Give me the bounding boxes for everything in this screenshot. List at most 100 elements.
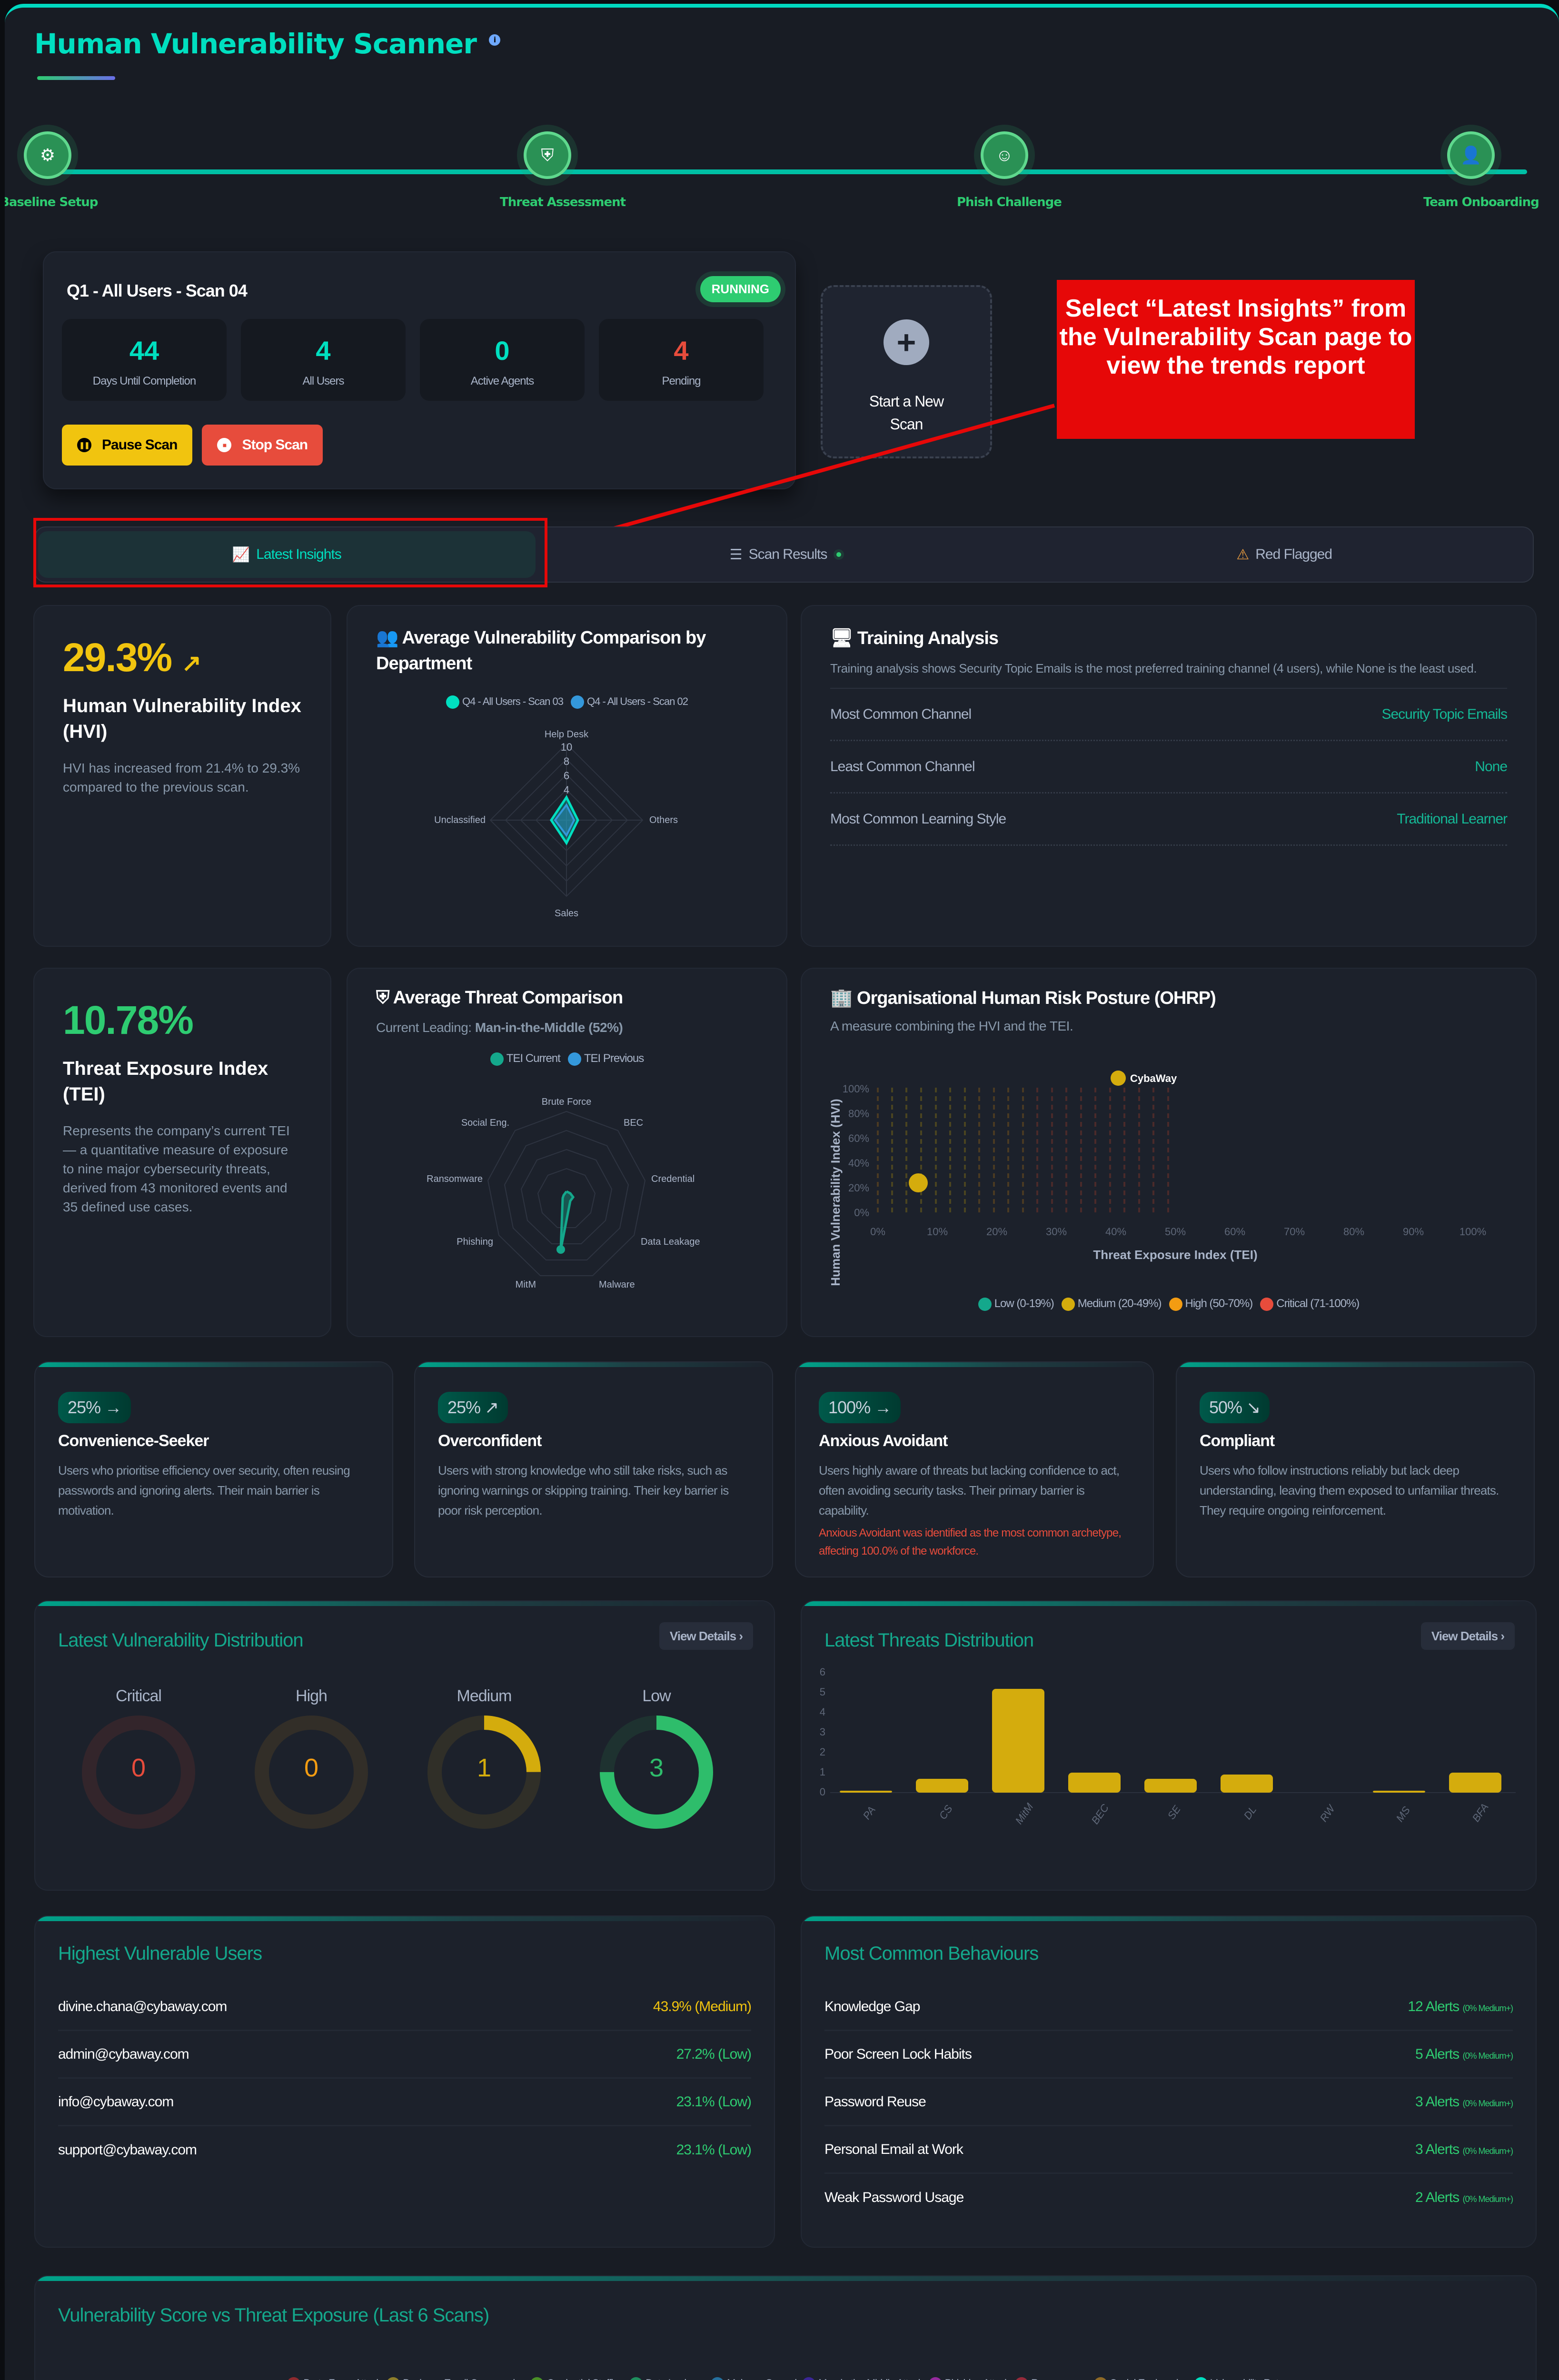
svg-text:Threat Exposure Index (TEI): Threat Exposure Index (TEI): [1093, 1248, 1257, 1262]
common-behaviours-card: Most Common Behaviours Knowledge Gap 12 A…: [801, 1915, 1537, 2248]
svg-text:0%: 0%: [870, 1226, 885, 1238]
persona-card-convenience-seeker: 25% → Convenience-Seeker Users who prior…: [34, 1361, 393, 1577]
legend-tei-previous: TEI Previous: [567, 1052, 644, 1066]
legend-low: Low (0-19%): [978, 1297, 1054, 1311]
tab-scan-results[interactable]: ☰ Scan Results: [538, 527, 1036, 582]
step-baseline-setup[interactable]: ⚙ Baseline Setup: [5, 131, 98, 209]
view-details-button[interactable]: View Details ›: [659, 1622, 753, 1650]
user-row[interactable]: info@cybaway.com 23.1% (Low): [58, 2079, 752, 2126]
ohrp-scatter-chart: Human Vulnerability Index (HVI) 100%80% …: [828, 1071, 1486, 1286]
svg-text:Sales: Sales: [555, 908, 578, 919]
archetype-alert: Anxious Avoidant was identified as the m…: [819, 1527, 1122, 1557]
pause-icon: ❚❚: [77, 438, 91, 452]
stop-scan-button[interactable]: ■ Stop Scan: [202, 425, 323, 466]
threats-bar-chart: 6 5 4 3 2 1 0 PA CS MitM BEC SE DL RW MS BFA: [820, 1668, 1516, 1826]
step-team-onboarding[interactable]: 👤 Team Onboarding: [1423, 131, 1539, 209]
tab-red-flagged[interactable]: ⚠ Red Flagged: [1236, 546, 1332, 563]
users-icon: 👥: [376, 628, 398, 648]
persona-card-compliant: 50% ↘ Compliant Users who follow instruc…: [1176, 1361, 1535, 1577]
svg-text:40%: 40%: [848, 1157, 869, 1169]
status-badge: RUNNING: [700, 276, 781, 302]
svg-text:2: 2: [820, 1746, 825, 1758]
trend-legend: Brute Force Attack Business Email Compro…: [35, 2377, 1536, 2380]
donut-critical: Critical 0: [79, 1687, 198, 1829]
svg-text:Ransomware: Ransomware: [427, 1174, 483, 1184]
plus-icon: +: [884, 319, 929, 365]
svg-text:Social Eng.: Social Eng.: [461, 1118, 509, 1128]
user-row[interactable]: admin@cybaway.com 27.2% (Low): [58, 2031, 752, 2079]
behaviour-row: Weak Password Usage 2 Alerts (0% Medium+): [824, 2190, 1513, 2205]
donut-high: High 0: [252, 1687, 371, 1829]
training-analysis-card: 🖥 Training Analysis Training analysis sh…: [801, 605, 1537, 947]
info-circle-icon[interactable]: i: [488, 34, 500, 46]
status-dot: [834, 549, 844, 560]
stat-active-agents: 0 Active Agents: [420, 319, 585, 401]
threats-distribution-card: Latest Threats Distribution View Details…: [801, 1600, 1537, 1891]
legend-high: High (50-70%): [1169, 1297, 1253, 1311]
user-row[interactable]: support@cybaway.com 23.1% (Low): [58, 2142, 752, 2158]
shield-virus-icon: ⛨: [376, 988, 389, 1008]
svg-text:6: 6: [820, 1668, 825, 1678]
legend-critical: Critical (71-100%): [1260, 1297, 1360, 1311]
svg-text:1: 1: [820, 1766, 825, 1778]
svg-text:100%: 100%: [1460, 1226, 1486, 1238]
svg-text:4: 4: [820, 1706, 825, 1718]
svg-text:MitM: MitM: [516, 1279, 536, 1290]
theater-masks-icon: ☺: [981, 131, 1028, 179]
tab-latest-insights[interactable]: 📈 Latest Insights: [38, 531, 536, 578]
current-scan-card: Q1 - All Users - Scan 04 RUNNING 44 Days …: [43, 251, 796, 489]
svg-text:Malware: Malware: [599, 1279, 635, 1290]
stat-pending: 4 Pending: [599, 319, 764, 401]
view-details-button[interactable]: View Details ›: [1420, 1622, 1515, 1650]
stepper-track: [37, 169, 1527, 174]
trend-up-icon: ↗: [181, 650, 202, 676]
start-new-scan-button[interactable]: + Start a New Scan: [821, 285, 992, 458]
dept-radar-chart: Help Desk Others Sales Unclassified 10 8…: [434, 729, 678, 919]
legend-scan03: Q4 - All Users - Scan 03: [446, 695, 564, 709]
sliders-icon: ⚙: [24, 131, 71, 179]
user-plus-icon: 👤: [1447, 131, 1495, 179]
pause-scan-button[interactable]: ❚❚ Pause Scan: [62, 425, 193, 466]
svg-text:BEC: BEC: [1089, 1802, 1111, 1826]
svg-text:5: 5: [820, 1686, 825, 1698]
svg-text:BEC: BEC: [624, 1118, 643, 1128]
user-row[interactable]: divine.chana@cybaway.com 43.9% (Medium): [58, 1983, 752, 2031]
annotation-callout: Select “Latest Insights” from the Vulner…: [1057, 280, 1415, 439]
threat-radar-chart: Brute Force BEC Credential Data Leakage …: [427, 1097, 700, 1290]
warning-icon: ⚠: [1236, 546, 1249, 563]
svg-text:BFA: BFA: [1470, 1801, 1491, 1824]
svg-text:50%: 50%: [1165, 1226, 1186, 1238]
svg-text:20%: 20%: [986, 1226, 1007, 1238]
donut-low: Low 3: [597, 1687, 716, 1829]
svg-text:Brute Force: Brute Force: [542, 1097, 591, 1107]
vulnerable-users-card: Highest Vulnerable Users divine.chana@cy…: [34, 1915, 775, 2248]
trend-chart-card: Vulnerability Score vs Threat Exposure (…: [34, 2275, 1537, 2380]
svg-text:Others: Others: [649, 815, 678, 825]
svg-text:PA: PA: [861, 1804, 878, 1822]
svg-text:Unclassified: Unclassified: [434, 815, 486, 825]
legend-scan02: Q4 - All Users - Scan 02: [571, 695, 688, 709]
title-underline: [37, 76, 115, 80]
donut-medium: Medium 1: [425, 1687, 544, 1829]
svg-text:3: 3: [820, 1726, 825, 1738]
ohrp-card: 🏢 Organisational Human Risk Posture (OHR…: [801, 968, 1537, 1337]
svg-text:80%: 80%: [848, 1108, 869, 1120]
persona-card-overconfident: 25% ↗ Overconfident Users with strong kn…: [414, 1361, 773, 1577]
svg-text:10: 10: [561, 741, 572, 753]
step-threat-assessment[interactable]: ⛨ Threat Assessment: [500, 131, 626, 209]
annotation-highlight-box: [33, 518, 547, 587]
step-phish-challenge[interactable]: ☺ Phish Challenge: [957, 131, 1062, 209]
svg-text:0: 0: [820, 1786, 825, 1798]
chart-line-icon: 📈: [232, 546, 250, 563]
threat-radar-card: ⛨ Average Threat Comparison Current Lead…: [347, 968, 787, 1337]
stat-days-until-completion: 44 Days Until Completion: [62, 319, 227, 401]
page-title: Human Vulnerability Scanner i: [34, 28, 500, 60]
dept-radar-card: 👥 Average Vulnerability Comparison by De…: [347, 605, 787, 947]
svg-text:4: 4: [564, 784, 569, 796]
svg-text:8: 8: [564, 755, 569, 767]
persona-card-anxious-avoidant: 100% → Anxious Avoidant Users highly awa…: [795, 1361, 1154, 1577]
svg-text:DL: DL: [1241, 1804, 1259, 1821]
svg-text:40%: 40%: [1105, 1226, 1126, 1238]
vuln-distribution-card: Latest Vulnerability Distribution View D…: [34, 1600, 775, 1891]
hvi-card: 29.3% ↗ Human Vulnerability Index (HVI) …: [33, 605, 331, 947]
